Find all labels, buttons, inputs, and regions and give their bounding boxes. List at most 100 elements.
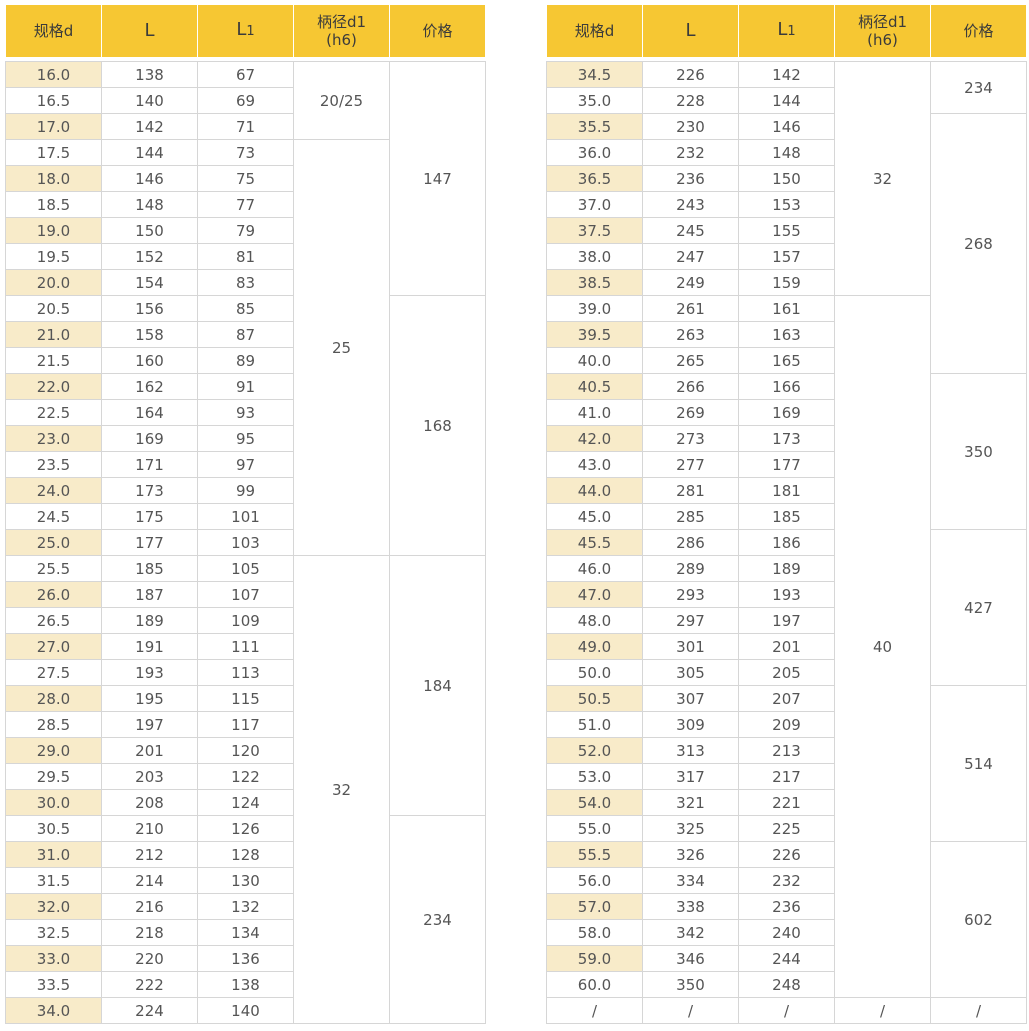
cell-price: 234 [930,61,1027,114]
cell-price: 268 [930,113,1027,374]
cell-l: 243 [642,191,739,218]
cell-l1: 107 [197,581,294,608]
cell-l1: 221 [738,789,835,816]
cell-l1: 186 [738,529,835,556]
cell-l: 326 [642,841,739,868]
cell-spec: 39.0 [546,295,643,322]
cell-l: 177 [101,529,198,556]
cell-spec: 60.0 [546,971,643,998]
cell-spec: 37.5 [546,217,643,244]
cell-spec: 27.0 [5,633,102,660]
table-row: 35.5 230 146 268 [546,113,1027,374]
cell-l1: 166 [738,373,835,400]
table-row: 42.0 273 173 [546,425,1027,452]
cell-l: 230 [642,113,739,140]
header-shank-line1: 柄径d1 [316,13,367,31]
cell-spec: 36.5 [546,165,643,192]
cell-l: 212 [101,841,198,868]
cell-l: 216 [101,893,198,920]
cell-spec: 25.0 [5,529,102,556]
table-row: 18.5 148 77 [5,191,486,218]
cell-l: 273 [642,425,739,452]
cell-spec: 52.0 [546,737,643,764]
cell-l: 317 [642,763,739,790]
cell-l: 228 [642,87,739,114]
cell-l1: 124 [197,789,294,816]
table-row: 35.0 228 144 [546,87,1027,114]
cell-l1: 226 [738,841,835,868]
table-row: 40.5 266 166 350 [546,373,1027,530]
table-row: 43.0 277 177 [546,451,1027,478]
cell-spec: 51.0 [546,711,643,738]
table-row: 58.0 342 240 [546,919,1027,946]
cell-l: 158 [101,321,198,348]
header-l1-main: L [777,19,788,40]
cell-spec: 44.0 [546,477,643,504]
cell-spec: 20.0 [5,269,102,296]
cell-price: 147 [389,61,486,296]
cell-spec: 50.5 [546,685,643,712]
table-row: 50.5 307 207 514 [546,685,1027,842]
cell-l: 150 [101,217,198,244]
cell-l: 263 [642,321,739,348]
cell-l1: 95 [197,425,294,452]
cell-l1: 217 [738,763,835,790]
table-row: 37.5 245 155 [546,217,1027,244]
spec-table-left: 规格d L L1 柄径d1 (h6) 价格 16.0 138 67 20/25 147 16… [5,5,486,1024]
cell-l1: 193 [738,581,835,608]
cell-spec: 34.0 [5,997,102,1024]
cell-l1: 150 [738,165,835,192]
header-shank-line2: (h6) [326,31,357,49]
cell-footer: / [834,997,931,1024]
cell-l1: 75 [197,165,294,192]
header-l1-sub: 1 [246,24,255,39]
header-row: 规格d L L1 柄径d1 (h6) 价格 [546,5,1027,57]
cell-l: 187 [101,581,198,608]
cell-l1: 97 [197,451,294,478]
header-l: L [101,5,198,57]
cell-l1: 232 [738,867,835,894]
cell-spec: 57.0 [546,893,643,920]
cell-l1: 248 [738,971,835,998]
cell-l1: 148 [738,139,835,166]
cell-spec: 21.0 [5,321,102,348]
table-row: 53.0 317 217 [546,763,1027,790]
cell-l1: 115 [197,685,294,712]
cell-spec: 37.0 [546,191,643,218]
cell-l: 164 [101,399,198,426]
cell-l: 265 [642,347,739,374]
cell-spec: 28.5 [5,711,102,738]
table-row: 25.0 177 103 [5,529,486,556]
cell-l1: 138 [197,971,294,998]
cell-l: 191 [101,633,198,660]
table-row: 29.0 201 120 [5,737,486,764]
cell-l: 162 [101,373,198,400]
cell-l: 203 [101,763,198,790]
table-row: 39.5 263 163 [546,321,1027,348]
header-l1: L1 [738,5,835,57]
cell-spec: 17.5 [5,139,102,166]
cell-spec: 39.5 [546,321,643,348]
cell-l: 144 [101,139,198,166]
table-footer-row: / / / / / [546,997,1027,1024]
cell-l: 334 [642,867,739,894]
table-row: 23.5 171 97 [5,451,486,478]
table-row: 16.0 138 67 20/25 147 [5,61,486,296]
cell-l1: 73 [197,139,294,166]
cell-spec: 20.5 [5,295,102,322]
cell-spec: 32.5 [5,919,102,946]
cell-l: 226 [642,61,739,88]
cell-spec: 41.0 [546,399,643,426]
cell-spec: 38.5 [546,269,643,296]
table-body-right: 34.5 226 142 32 234 35.0 228 144 35.5 230 146 268 36… [546,61,1027,1024]
cell-l: 325 [642,815,739,842]
cell-l: 142 [101,113,198,140]
cell-l1: 99 [197,477,294,504]
cell-footer: / [738,997,835,1024]
cell-l1: 85 [197,295,294,322]
cell-spec: 28.0 [5,685,102,712]
cell-l1: 157 [738,243,835,270]
cell-l: 152 [101,243,198,270]
cell-l: 169 [101,425,198,452]
cell-l1: 213 [738,737,835,764]
